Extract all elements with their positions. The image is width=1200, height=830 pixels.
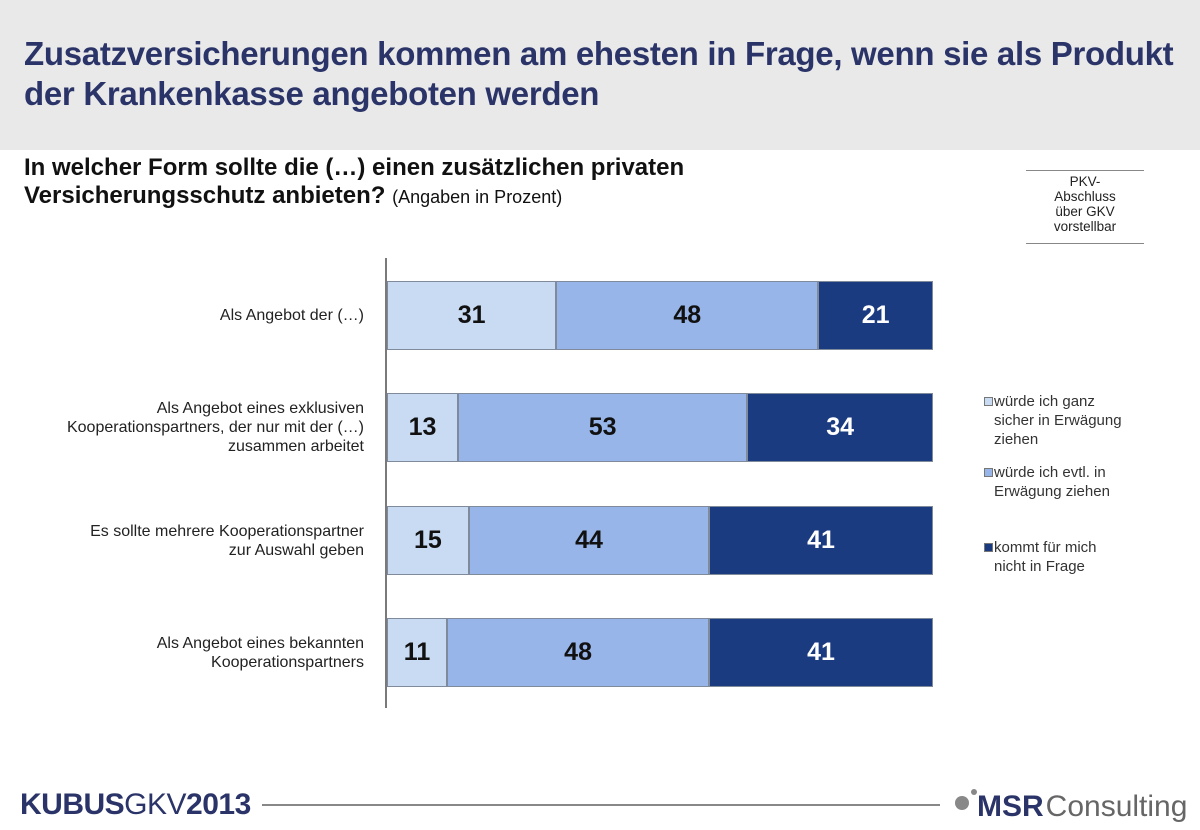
category-label-line: Als Angebot eines exklusiven: [156, 400, 364, 417]
legend-label-line: würde ich evtl. in: [994, 464, 1106, 481]
question-note: (Angaben in Prozent): [392, 187, 563, 207]
logo-dot-icon: [955, 796, 969, 810]
legend-item: würde ich ganz sicher in Erwägung ziehen: [984, 392, 1174, 449]
header-band: Zusatzversicherungen kommen am ehesten i…: [0, 0, 1200, 150]
category-label-line: Als Angebot der (…): [219, 307, 364, 324]
data-label: 13: [408, 413, 437, 441]
bar-segment: 41: [709, 618, 933, 687]
bar-segment: 48: [556, 281, 819, 350]
bar-segment: 15: [387, 506, 469, 575]
bar-segment: 44: [468, 506, 710, 575]
bar-segment: 11: [387, 618, 448, 687]
kubus-logo: KUBUSGKV2013: [20, 788, 251, 822]
bar-segment: 13: [387, 393, 458, 462]
category-label-line: Kooperationspartners: [211, 653, 364, 671]
data-label: 34: [826, 413, 855, 441]
legend-label-line: würde ich ganz: [994, 393, 1095, 410]
pkv-box: PKV- Abschluss über GKV vorstellbar: [1026, 170, 1144, 244]
data-label: 48: [564, 638, 592, 666]
bar-segment: 21: [818, 281, 933, 350]
bar-segment: 41: [709, 506, 933, 575]
legend-swatch-icon: [984, 397, 993, 406]
category-label-line: zur Auswahl geben: [228, 541, 364, 559]
pkv-box-line: vorstellbar: [1053, 219, 1117, 234]
category-label: Als Angebot eines bekannten Kooperationsp…: [4, 634, 364, 672]
legend-swatch-icon: [984, 468, 993, 477]
logo-dot-small-icon: [971, 789, 977, 795]
footer-divider: [262, 804, 940, 806]
brand-thin: GKV: [124, 788, 187, 821]
legend-label-line: Erwägung ziehen: [994, 483, 1110, 500]
company-thin: Consulting: [1045, 790, 1188, 823]
question-text: In welcher Form sollte die (…) einen zus…: [24, 154, 685, 209]
data-label: 53: [588, 413, 617, 441]
bar-segment: 34: [747, 393, 933, 462]
legend-label-line: ziehen: [994, 431, 1039, 448]
category-label-line: Als Angebot eines bekannten: [156, 634, 364, 652]
legend-label-line: nicht in Frage: [994, 558, 1085, 575]
category-label-line: zusammen arbeitet: [227, 438, 364, 455]
slide-title: Zusatzversicherungen kommen am ehesten i…: [24, 35, 1174, 112]
brand-bold: KUBUS: [20, 788, 125, 821]
legend-item: kommt für mich nicht in Frage: [984, 538, 1174, 576]
category-label-line: Es sollte mehrere Kooperationspartner: [90, 522, 364, 540]
data-label: 41: [807, 638, 835, 666]
category-axis: [385, 258, 387, 708]
data-label: 15: [414, 526, 442, 554]
bar-segment: 53: [457, 393, 748, 462]
question-heading: In welcher Form sollte die (…) einen zus…: [24, 154, 924, 211]
pkv-box-line: PKV-: [1069, 174, 1101, 189]
bar-segment: 31: [387, 281, 557, 350]
msr-logo: MSRConsulting: [955, 789, 1187, 824]
data-label: 41: [807, 526, 835, 554]
company-bold: MSR: [977, 790, 1044, 823]
data-label: 48: [673, 301, 702, 329]
category-label-line: Kooperationspartners, der nur mit der (……: [66, 419, 364, 436]
legend-swatch-icon: [984, 543, 993, 552]
legend-label-line: sicher in Erwägung: [994, 412, 1122, 429]
brand-year: 2013: [186, 788, 251, 821]
category-label: Als Angebot eines exklusiven Kooperations…: [4, 399, 364, 456]
legend-label-line: kommt für mich: [994, 539, 1097, 556]
pkv-box-line: Abschluss: [1054, 189, 1116, 204]
pkv-box-line: über GKV: [1055, 204, 1115, 219]
bar-segment: 48: [447, 618, 710, 687]
data-label: 21: [861, 301, 890, 329]
legend-item: würde ich evtl. in Erwägung ziehen: [984, 463, 1174, 501]
category-label: Es sollte mehrere Kooperationspartner zur…: [4, 522, 364, 560]
data-label: 11: [403, 638, 431, 666]
category-label: Als Angebot der (…): [4, 306, 364, 325]
data-label: 44: [575, 526, 603, 554]
data-label: 31: [457, 301, 486, 329]
